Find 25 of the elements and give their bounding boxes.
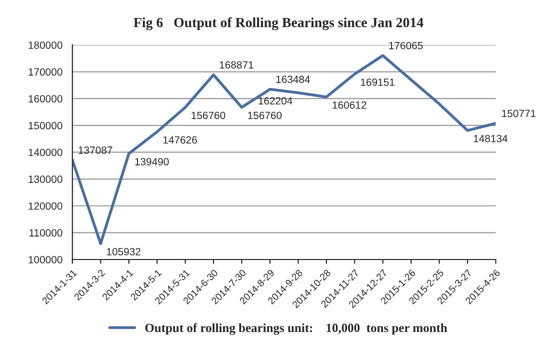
y-tick-label: 170000	[28, 68, 62, 76]
data-label: 105932	[106, 248, 140, 256]
y-tick-label: 150000	[28, 122, 62, 130]
data-label: 156760	[192, 112, 226, 120]
chart-title: Fig 6 Output of Rolling Bearings since Jan 2014	[134, 17, 424, 30]
data-label: 162204	[258, 97, 292, 105]
y-tick-label: 120000	[28, 202, 62, 210]
data-label: 169151	[360, 78, 394, 86]
data-label: 160612	[332, 101, 366, 109]
data-label: 139490	[135, 158, 169, 166]
data-label: 176065	[389, 42, 423, 50]
data-label: 150771	[502, 110, 536, 118]
y-tick-label: 160000	[28, 95, 62, 102]
data-label: 148134	[474, 134, 508, 142]
data-label: 137087	[78, 146, 112, 154]
data-label: 147626	[163, 136, 197, 144]
y-tick-label: 100000	[28, 256, 62, 264]
y-tick-label: 130000	[28, 176, 62, 183]
data-label: 156760	[248, 112, 282, 120]
data-label: 168871	[220, 61, 254, 69]
y-tick-label: 140000	[28, 148, 62, 156]
legend-label: Output of rolling bearings unit: 10,000 tons per month	[145, 323, 448, 335]
y-tick-label: 110000	[29, 229, 62, 237]
y-tick-label: 180000	[28, 41, 62, 49]
data-label: 163484	[276, 76, 310, 84]
